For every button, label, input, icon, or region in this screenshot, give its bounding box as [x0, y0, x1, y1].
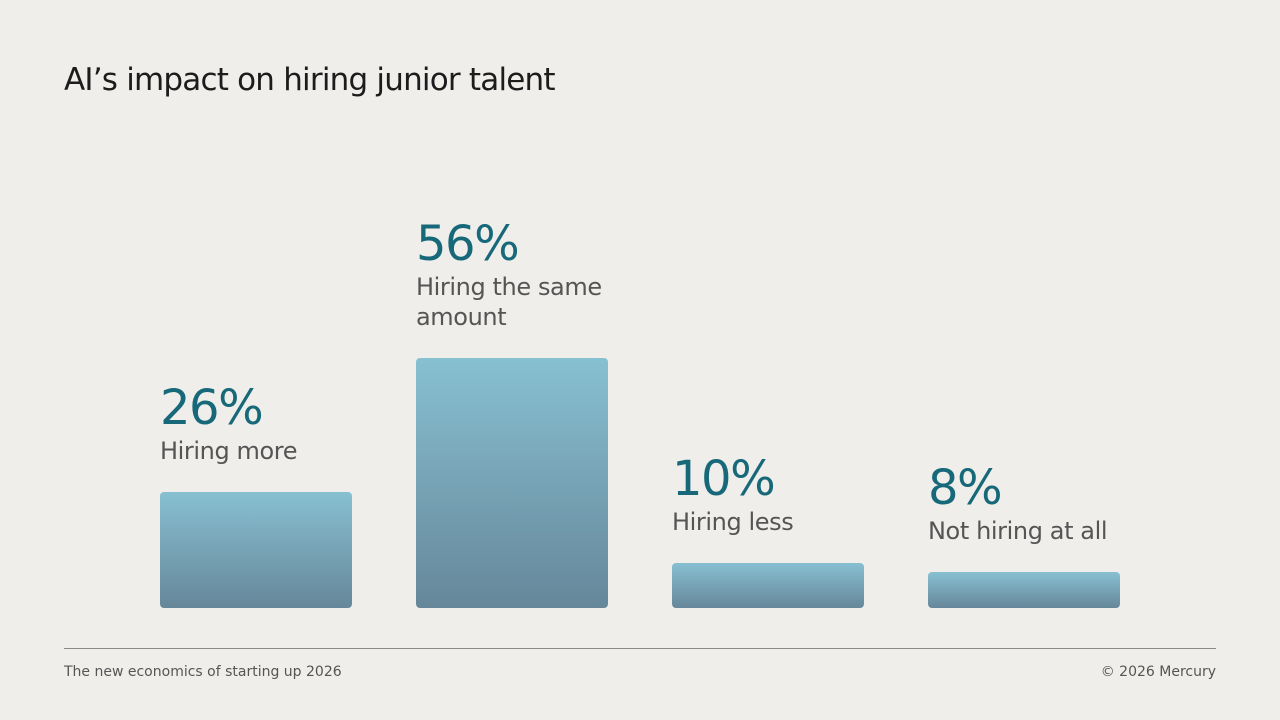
- bar: [416, 358, 608, 608]
- value-label: 26%: [160, 379, 264, 436]
- category-label: Hiring the same amount: [416, 273, 602, 331]
- footer-rule: [64, 648, 1216, 649]
- footer-left: The new economics of starting up 2026: [64, 664, 342, 680]
- bar-label: 26% Hiring more: [160, 382, 350, 466]
- bar-label: 8% Not hiring at all: [928, 462, 1118, 546]
- value-label: 8%: [928, 460, 1003, 517]
- bar-label: 56% Hiring the same amount: [416, 218, 606, 332]
- category-label: Not hiring at all: [928, 517, 1108, 546]
- value-label: 10%: [672, 451, 776, 508]
- bar-label: 10% Hiring less: [672, 453, 862, 537]
- bar: [160, 491, 352, 608]
- category-label: Hiring less: [672, 508, 794, 537]
- chart-title: AI’s impact on hiring junior talent: [64, 62, 556, 98]
- value-label: 56%: [416, 216, 520, 272]
- category-label: Hiring more: [160, 436, 298, 465]
- bar: [928, 572, 1120, 608]
- bar: [672, 563, 864, 608]
- footer-right: © 2026 Mercury: [1100, 664, 1216, 680]
